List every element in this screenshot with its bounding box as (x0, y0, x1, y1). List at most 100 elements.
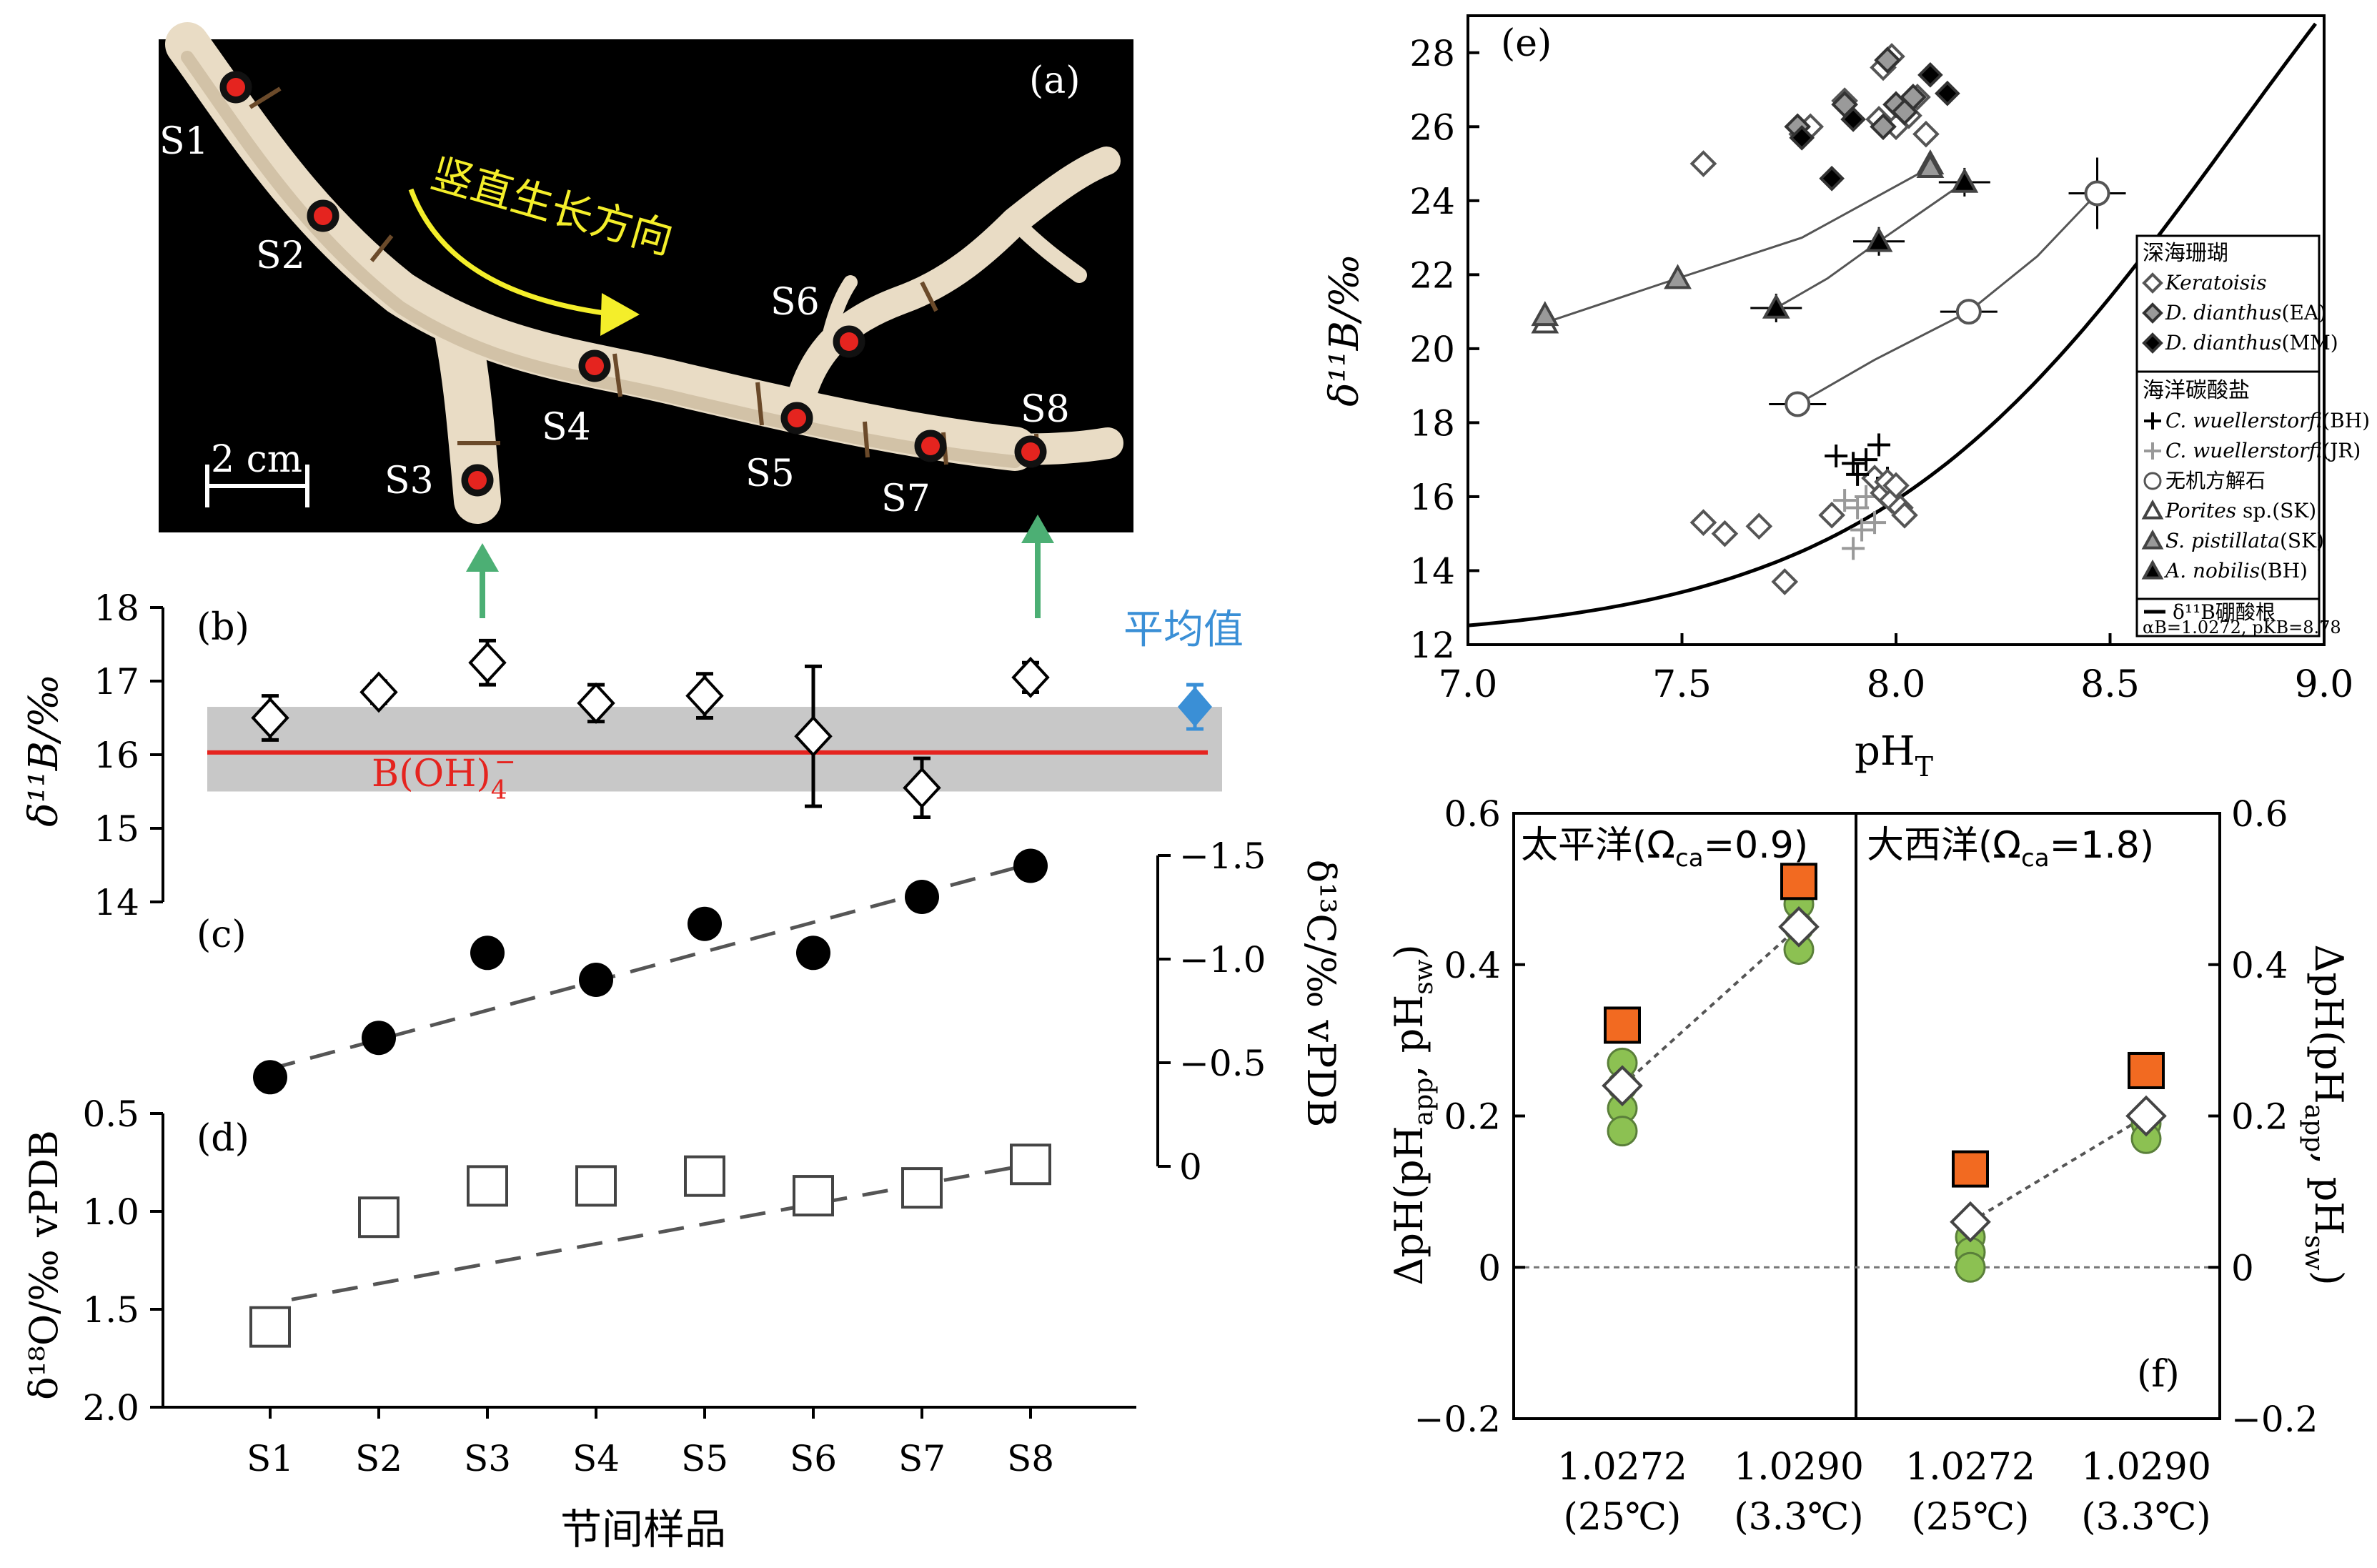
b-point-S2 (359, 671, 398, 713)
d-point-S6 (793, 1175, 834, 1217)
sample-label-S4: S4 (542, 406, 591, 449)
e-dianthus-mm-2 (1840, 106, 1866, 132)
e-calcite-2 (2084, 180, 2110, 207)
f-x-tick-a-0: 1.0272 (1557, 1446, 1687, 1489)
sample-label-S1: S1 (159, 120, 209, 163)
b-point-S7 (903, 767, 941, 809)
e-legend-item2-0: C. wuellerstorfi(BH) (2165, 409, 2370, 432)
f-x-tick-b-0: (25℃) (1564, 1496, 1682, 1539)
sample-label-S8: S8 (1021, 388, 1070, 431)
b-point-S4 (577, 682, 615, 724)
sample-dot-S5 (788, 409, 806, 427)
c-trend-line (269, 862, 1031, 1071)
b-y-tick-label-18: 18 (94, 587, 139, 629)
f-x-tick-a-1: 1.0290 (1734, 1446, 1864, 1489)
e-calcite-1 (1955, 299, 1982, 325)
f-white-2 (1950, 1201, 1991, 1243)
gray-band (207, 707, 1222, 792)
f-y-tick-label-left-−0.2: −0.2 (1414, 1399, 1501, 1440)
sample-label-S6: S6 (770, 281, 820, 324)
b-y-tick-label-15: 15 (94, 808, 139, 850)
e-dianthus-ea-2 (1870, 113, 1897, 141)
f-x-tick-a-3: 1.0290 (2081, 1446, 2211, 1489)
borate-label: B(OH)4− (372, 748, 516, 805)
f-x-tick-b-3: (3.3℃) (2081, 1496, 2210, 1539)
e-fit-10 (1544, 166, 1931, 324)
e-y-tick-label-14: 14 (1409, 550, 1455, 592)
e-y-tick-label-24: 24 (1409, 181, 1455, 222)
e-legend-item2-4: S. pistillata(SK) (2165, 529, 2324, 552)
e-keratoisis-upper-10 (1912, 120, 1940, 148)
e-fit-9 (1775, 181, 1965, 309)
f-x-tick-b-1: (3.3℃) (1734, 1496, 1863, 1539)
f-x-tick-b-2: (25℃) (1912, 1496, 2030, 1539)
coral-shading (181, 51, 1021, 468)
panel-e-d11b-vs-ph: 7.0 7.5 8.0 8.5 9.0 12 14 16 18 20 22 24 26 28 pHT δ¹¹B… (1321, 14, 2370, 783)
c-point-S1 (253, 1060, 287, 1095)
c-y-tick-label-0: 0 (1179, 1146, 1202, 1188)
sample-dot-S4 (585, 357, 604, 375)
sample-dot-S3 (468, 471, 487, 490)
f-y-tick-label-right-−0.2: −0.2 (2231, 1399, 2318, 1440)
green-arrows (466, 515, 1054, 618)
growth-arrow-head (600, 293, 640, 336)
e-legend-marker2-5 (2141, 559, 2164, 580)
e-legend-item1-0: Keratoisis (2165, 271, 2267, 294)
e-dianthus-mm-3 (1917, 61, 1943, 88)
f-y-tick-label-left-0: 0 (1478, 1247, 1501, 1289)
sample-label-S2: S2 (256, 234, 305, 277)
d-x-tick-label-S1: S1 (247, 1438, 294, 1479)
d-y-tick-label-1.0: 1.0 (82, 1191, 139, 1233)
b-point-S8 (1011, 656, 1050, 698)
e-keratoisis-upper-0 (1689, 150, 1717, 177)
d-x-tick-label-S2: S2 (355, 1438, 402, 1479)
b-y-label: δ¹¹B/‰ (21, 674, 67, 827)
f-orange-2 (1952, 1150, 1989, 1188)
c-point-S4 (579, 963, 613, 997)
f-y-label-left: ΔpH(pHapp, pHsw) (1386, 944, 1439, 1285)
b-point-S3 (468, 642, 507, 684)
b-point-S5 (685, 675, 724, 717)
f-y-tick-label-right-0: 0 (2231, 1247, 2254, 1289)
e-legend-box (2135, 234, 2321, 637)
e-legend-marker1-1 (2142, 302, 2163, 324)
e-dianthus-mm-4 (1935, 80, 1960, 106)
d-x-tick-label-S7: S7 (898, 1438, 946, 1479)
e-legend-item2-5: A. nobilis(BH) (2163, 559, 2308, 582)
sample-label-S3: S3 (384, 460, 434, 502)
e-pistillata-1 (1664, 264, 1692, 289)
e-fit-6 (1797, 192, 2098, 405)
e-legend-group1: 深海珊瑚 (2143, 241, 2228, 266)
f-orange-0 (1604, 1006, 1641, 1044)
b-point-S6 (794, 715, 833, 758)
f-x-tick-a-2: 1.0272 (1905, 1446, 2035, 1489)
e-panel-label: (e) (1501, 22, 1552, 65)
c-point-S6 (796, 936, 830, 971)
sample-dot-S1 (227, 78, 245, 96)
f-y-tick-label-left-0.2: 0.2 (1444, 1096, 1501, 1138)
c-point-S3 (470, 936, 505, 971)
scale-bar (205, 465, 309, 507)
sample-label-S7: S7 (881, 477, 931, 520)
e-x-tick-label-8.5: 8.5 (2080, 663, 2140, 706)
d-x-tick-label-S3: S3 (464, 1438, 511, 1479)
d-x-tick-label-S5: S5 (681, 1438, 728, 1479)
b-point-S1 (251, 697, 289, 739)
f-y-tick-label-right-0.4: 0.4 (2231, 945, 2288, 986)
sample-dot-S8 (1021, 442, 1040, 461)
f-white-3 (2125, 1095, 2167, 1137)
e-legend-line-text: δ¹¹B硼酸根 (2173, 600, 2276, 624)
e-y-tick-label-20: 20 (1409, 329, 1455, 370)
d-x-tick-label-S8: S8 (1007, 1438, 1054, 1479)
e-y-tick-label-28: 28 (1409, 33, 1455, 74)
e-y-tick-label-16: 16 (1409, 477, 1455, 518)
e-legend-marker2-2 (2143, 472, 2162, 490)
c-y-tick-label-1: −0.5 (1179, 1043, 1266, 1084)
e-x-tick-label-8.0: 8.0 (1867, 663, 1926, 706)
f-white-0 (1602, 1065, 1643, 1106)
e-dianthus-mm-1 (1819, 165, 1845, 192)
f-orange-1 (1780, 863, 1817, 900)
e-keratoisis-3 (1771, 568, 1799, 595)
f-y-tick-label-left-0.6: 0.6 (1444, 793, 1501, 835)
